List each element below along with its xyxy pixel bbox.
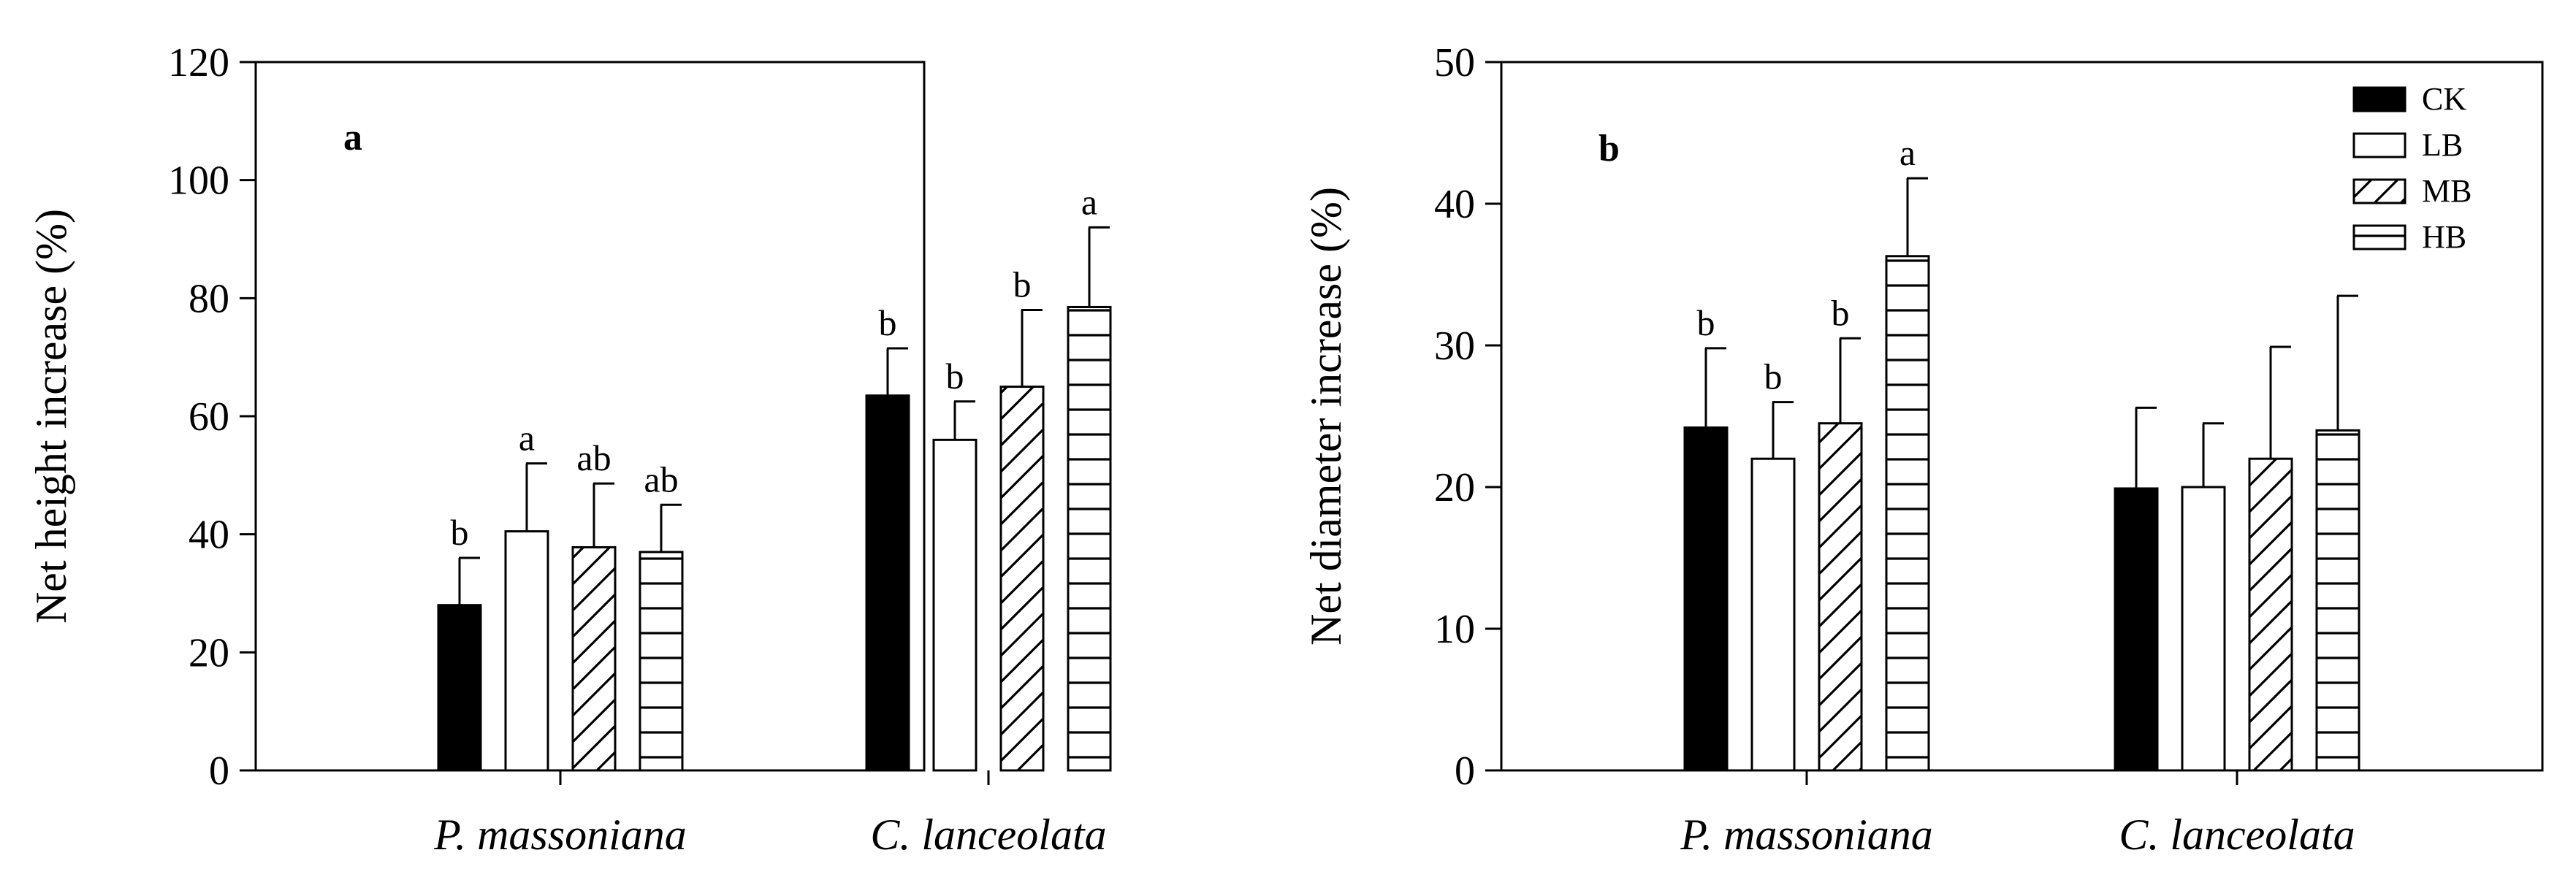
- bar-mb: [2248, 457, 2293, 772]
- plot-frame: [1500, 61, 2544, 772]
- y-tick-label: 80: [188, 276, 229, 321]
- bar-hb: [2315, 429, 2360, 772]
- legend-swatch-lb: [2352, 132, 2407, 158]
- chart-panel-b: 0 10 20 30 40 50 Net diameter increase (%) b b b b…: [1302, 40, 2544, 859]
- y-tick-label: 30: [1434, 323, 1475, 369]
- legend-label: LB: [2422, 127, 2463, 163]
- bar-mb: [1818, 422, 1863, 772]
- bar-ck: [437, 604, 482, 772]
- panel-letter: a: [343, 117, 362, 158]
- x-category-label: C. lanceolata: [2119, 811, 2355, 859]
- legend-swatch-mb: [2352, 178, 2407, 204]
- significance-letter: b: [1697, 302, 1715, 343]
- significance-letter: b: [1764, 356, 1783, 397]
- y-tick-label: 60: [188, 394, 229, 440]
- bar-ck: [2114, 487, 2159, 772]
- bar-ck: [865, 394, 910, 772]
- significance-letter: a: [519, 418, 535, 459]
- legend-label: HB: [2422, 219, 2466, 255]
- bar-hb: [639, 551, 684, 772]
- y-tick-label: 120: [168, 40, 229, 85]
- bar-lb: [932, 438, 978, 772]
- legend: CK LB MB HB: [2352, 81, 2472, 255]
- significance-letter: ab: [576, 437, 611, 478]
- y-axis-label: Net height increase (%): [27, 209, 75, 624]
- bar-lb: [1750, 457, 1796, 772]
- x-category-label: P. massoniana: [433, 811, 687, 859]
- y-tick-label: 0: [209, 748, 229, 794]
- bar-mb: [999, 386, 1045, 772]
- bar-ck: [1683, 426, 1729, 772]
- significance-letter: b: [451, 512, 469, 553]
- bar-lb: [504, 530, 549, 772]
- significance-letter: a: [1081, 181, 1097, 222]
- bar-lb: [2181, 486, 2226, 772]
- significance-letter: b: [946, 356, 964, 397]
- bar-mb: [571, 545, 617, 772]
- significance-letter: b: [1013, 264, 1032, 305]
- legend-swatch-ck: [2352, 86, 2407, 112]
- bar-hb: [1885, 255, 1930, 772]
- y-tick-label: 40: [188, 513, 229, 558]
- legend-label: MB: [2422, 173, 2472, 209]
- legend-label: CK: [2422, 81, 2466, 117]
- significance-letter: ab: [644, 459, 678, 499]
- y-tick-label: 10: [1434, 607, 1475, 652]
- y-tick-label: 0: [1455, 748, 1475, 794]
- panel-letter: b: [1598, 128, 1620, 169]
- significance-letter: a: [1899, 132, 1916, 173]
- significance-letter: b: [1832, 292, 1850, 333]
- x-category-label: P. massoniana: [1680, 811, 1933, 859]
- bar-hb: [1067, 305, 1112, 772]
- y-tick-label: 100: [168, 158, 229, 204]
- legend-swatch-hb: [2352, 224, 2407, 250]
- y-tick-label: 20: [1434, 465, 1475, 510]
- y-tick-label: 50: [1434, 40, 1475, 85]
- y-tick-label: 40: [1434, 182, 1475, 227]
- y-axis-label: Net diameter increase (%): [1302, 187, 1350, 646]
- x-category-label: C. lanceolata: [870, 811, 1106, 859]
- significance-letter: b: [879, 302, 897, 343]
- y-tick-label: 20: [188, 630, 229, 675]
